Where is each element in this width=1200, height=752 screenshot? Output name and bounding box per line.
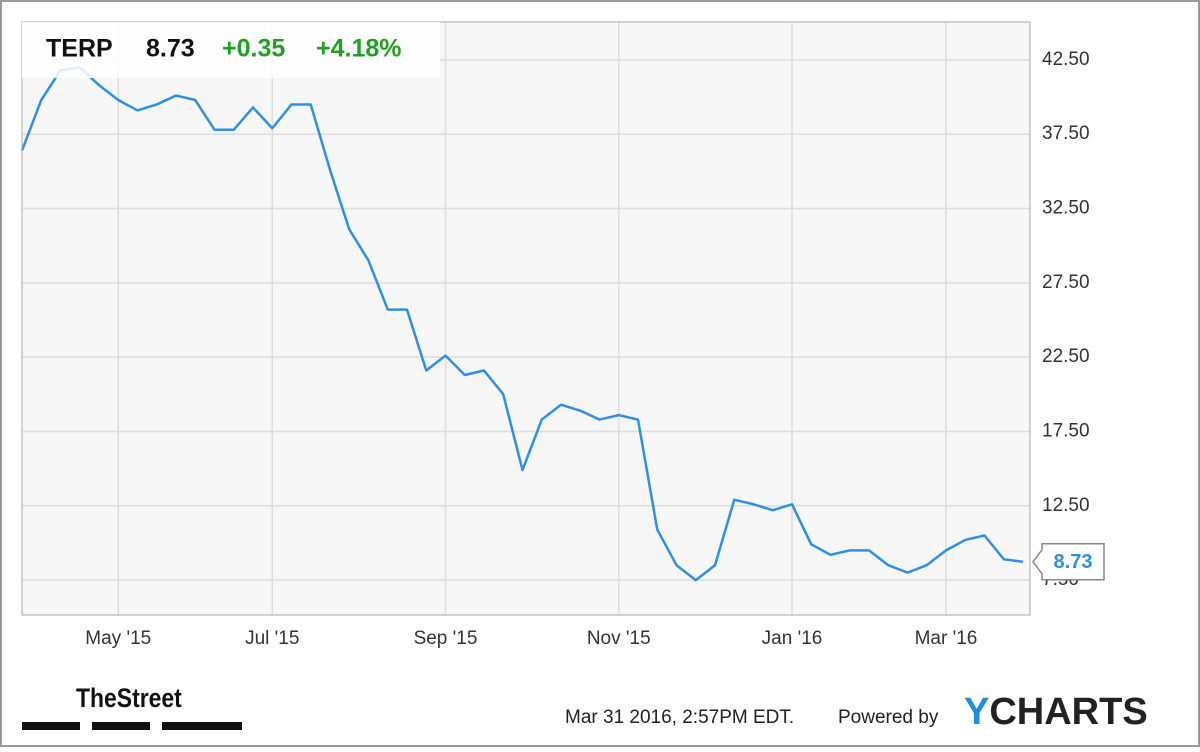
x-tick-label: Mar '16 [915, 628, 978, 649]
y-tick-label: 37.50 [1042, 123, 1090, 144]
y-tick-label: 22.50 [1042, 346, 1090, 367]
marks [20, 66, 1024, 582]
logo-bar [162, 722, 242, 730]
change-pct: +4.18% [316, 35, 402, 63]
powered-by: Powered by [838, 707, 939, 728]
header-box [22, 22, 440, 78]
logo-bar [92, 722, 150, 730]
x-tick-label: Jul '15 [245, 628, 299, 649]
y-tick-label: 12.50 [1042, 495, 1090, 516]
source-logo: TheStreet [76, 683, 182, 713]
plot-area [22, 22, 1030, 615]
change: +0.35 [222, 35, 285, 63]
x-tick-label: Jan '16 [762, 628, 823, 649]
grid [22, 22, 1030, 615]
timestamp: Mar 31 2016, 2:57PM EDT. [565, 707, 794, 728]
x-tick-label: May '15 [85, 628, 151, 649]
plot-border [21, 21, 1031, 616]
y-tick-label: 42.50 [1042, 49, 1090, 70]
price-line [20, 66, 1024, 582]
x-tick-label: Sep '15 [414, 628, 478, 649]
y-tick-label: 17.50 [1042, 420, 1090, 441]
logo-bar [22, 722, 80, 730]
ticker: TERP [46, 35, 113, 63]
y-tick-label: 27.50 [1042, 272, 1090, 293]
x-tick-label: Nov '15 [587, 628, 651, 649]
brand: YCHARTS [964, 691, 1148, 733]
last-value-label: 8.73 [1054, 551, 1093, 573]
last-value-badge [1032, 543, 1105, 581]
y-tick-label: 32.50 [1042, 198, 1090, 219]
price: 8.73 [146, 35, 195, 63]
